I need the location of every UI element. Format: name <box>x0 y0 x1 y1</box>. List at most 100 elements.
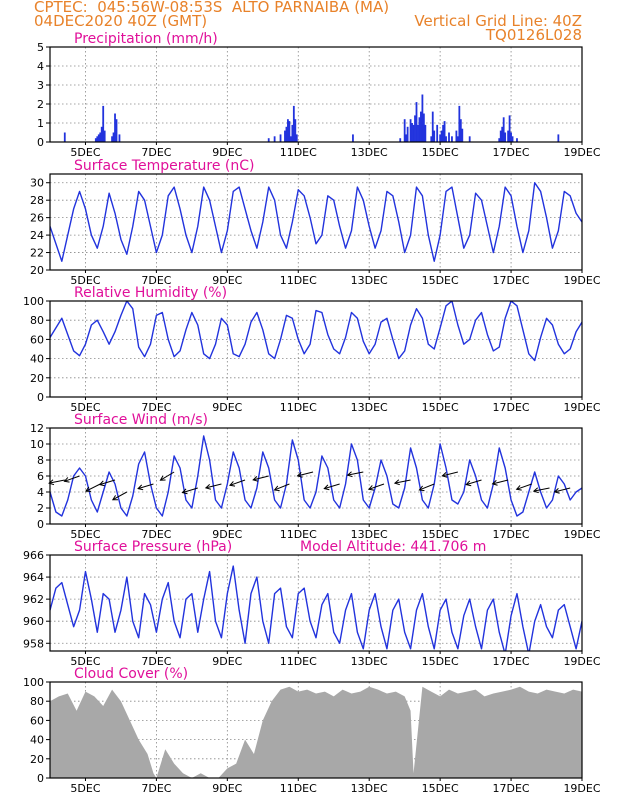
y-tick-label: 962 <box>23 593 44 606</box>
wind-arrow-head <box>228 481 236 487</box>
x-tick-label: 11DEC <box>280 146 317 159</box>
x-tick-label: 15DEC <box>422 146 459 159</box>
panel-frame <box>49 46 583 143</box>
precip-bar <box>433 130 436 142</box>
x-tick-label: 11DEC <box>280 401 317 414</box>
precip-bar <box>103 130 106 142</box>
x-tick-label: 19DEC <box>563 528 600 541</box>
wind-arrow-head <box>441 471 448 478</box>
x-tick-label: 9DEC <box>212 655 242 668</box>
wind-arrow <box>48 479 65 486</box>
x-tick-label: 15DEC <box>422 782 459 795</box>
precip-bar <box>114 113 116 142</box>
precip-bar <box>445 136 447 142</box>
wind-arrow <box>367 483 385 491</box>
y-tick-label: 40 <box>30 353 44 366</box>
wind-arrow <box>204 483 222 490</box>
precip-bar <box>440 130 443 142</box>
precip-bar <box>111 136 113 142</box>
y-tick-label: 0 <box>37 136 44 149</box>
x-tick-label: 15DEC <box>422 655 459 668</box>
wind-arrow-shaft <box>229 479 246 486</box>
x-tick-label: 15DEC <box>422 528 459 541</box>
y-tick-label: 0 <box>37 518 44 531</box>
wind-arrow <box>296 471 314 478</box>
precip-bar <box>507 130 510 142</box>
precip-bar <box>459 119 462 142</box>
panel-pressure: 958 960 962 964 966 5DEC 7DEC 9DEC 11DEC 13DEC 15D… <box>23 539 601 668</box>
precip-bar <box>430 136 433 142</box>
panel-wind: 0 2 4 6 8 10 12 5DEC 7DEC 9DEC 11DEC 13DEC 15DEC 17DE… <box>30 412 601 541</box>
x-tick-label: 13DEC <box>351 401 388 414</box>
precip-bar <box>510 132 512 142</box>
wind-arrow-head <box>111 495 118 501</box>
x-tick-label: 11DEC <box>280 274 317 287</box>
wind-arrow-shaft <box>442 471 458 477</box>
precip-bar <box>504 132 507 142</box>
x-tick-label: 5DEC <box>70 401 100 414</box>
wind-arrow-head <box>491 479 498 486</box>
wind-arrow-shaft <box>516 483 532 490</box>
wind-arrow-shaft <box>274 483 290 491</box>
precip-bar <box>96 136 99 142</box>
precip-bar <box>279 134 282 142</box>
wind-arrow-head <box>159 475 166 481</box>
wind-arrow <box>465 479 482 487</box>
x-tick-label: 17DEC <box>493 782 530 795</box>
y-tick-label: 80 <box>30 695 44 708</box>
y-tick-label: 4 <box>37 60 44 73</box>
precip-bar <box>414 115 416 142</box>
wind-arrow-shaft <box>347 471 364 476</box>
wind-arrow-shaft <box>297 471 314 477</box>
precip-bar <box>461 128 464 142</box>
wind-arrow-head <box>532 487 539 494</box>
x-tick-label: 7DEC <box>141 655 171 668</box>
wind-arrow <box>532 487 550 494</box>
wind-arrow-shaft <box>112 491 128 501</box>
wind-arrow-head <box>252 475 259 482</box>
y-tick-label: 20 <box>30 372 44 385</box>
wind-arrow-shaft <box>137 483 154 490</box>
y-tick-label: 4 <box>37 486 44 499</box>
precip-bar <box>456 136 459 142</box>
panel-frame <box>49 173 583 271</box>
precip-bar <box>63 132 66 142</box>
precip-bar <box>443 121 446 142</box>
wind-arrow <box>441 471 458 478</box>
panel-annotation: Model Altitude: 441.706 m <box>300 539 486 555</box>
y-tick-label: 960 <box>23 615 44 628</box>
x-tick-label: 7DEC <box>141 146 171 159</box>
wind-arrow-shaft <box>419 483 435 491</box>
precip-bar <box>501 126 504 142</box>
precip-bar <box>421 94 424 142</box>
x-tick-label: 11DEC <box>280 655 317 668</box>
y-tick-label: 60 <box>30 714 44 727</box>
precip-bar <box>412 124 415 142</box>
precip-bar <box>94 138 97 142</box>
precip-bar <box>439 134 442 142</box>
x-tick-label: 7DEC <box>141 528 171 541</box>
x-tick-label: 13DEC <box>351 274 388 287</box>
wind-arrow-shaft <box>466 479 482 486</box>
precip-bar <box>295 134 298 142</box>
precip-bar <box>118 134 121 142</box>
wind-arrow-head <box>553 487 560 494</box>
wind-arrow <box>137 483 154 491</box>
wind-arrow-head <box>63 477 70 483</box>
wind-arrow-shaft <box>253 475 269 481</box>
wind-arrow-shaft <box>64 475 80 482</box>
precip-bar <box>455 130 458 142</box>
panel-frame <box>49 681 583 779</box>
series-pressure <box>50 565 582 651</box>
y-tick-label: 0 <box>37 391 44 404</box>
y-tick-label: 0 <box>37 772 44 785</box>
wind-arrow-head <box>465 480 472 487</box>
precip-bar <box>292 105 295 142</box>
wind-arrow-head <box>323 484 330 491</box>
y-tick-label: 100 <box>23 676 44 689</box>
x-tick-label: 17DEC <box>493 146 530 159</box>
panel-title: Precipitation (mm/h) <box>74 31 218 47</box>
wind-arrow-head <box>296 471 303 478</box>
precip-bar <box>424 124 427 142</box>
precip-bar <box>405 134 408 142</box>
